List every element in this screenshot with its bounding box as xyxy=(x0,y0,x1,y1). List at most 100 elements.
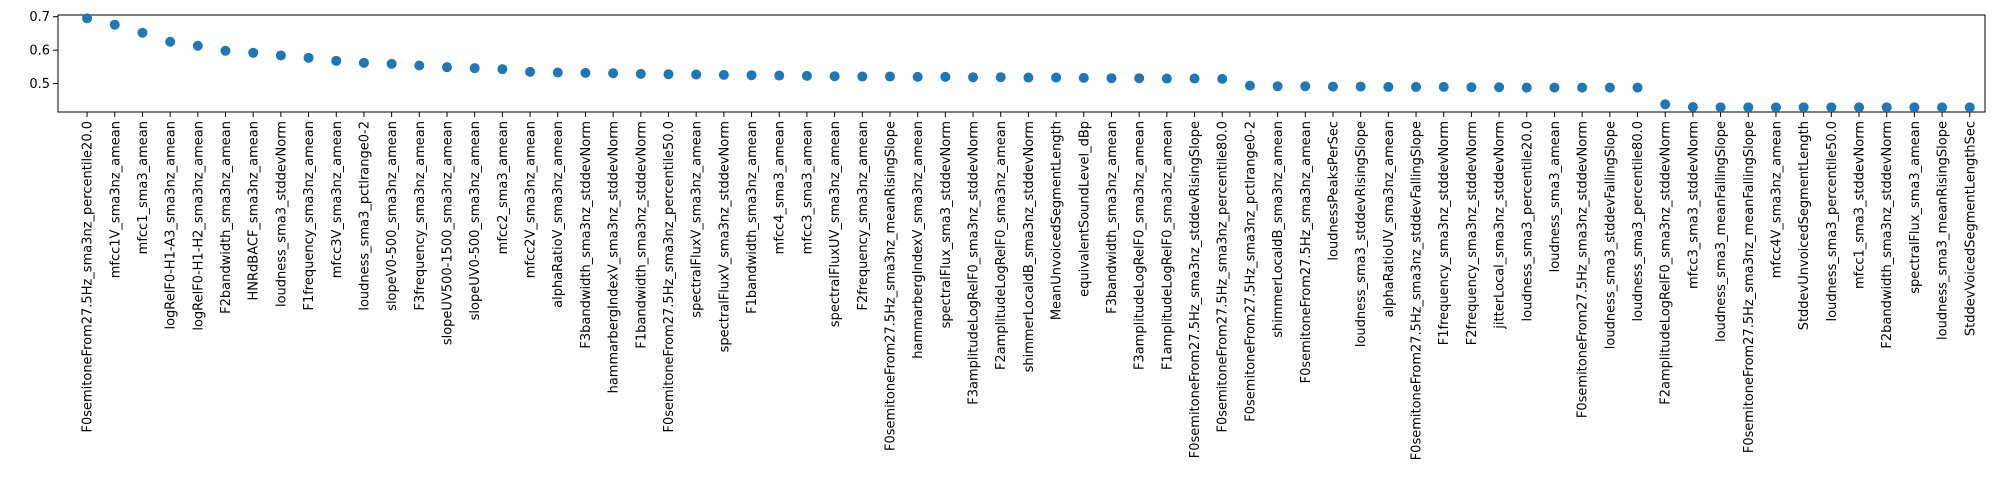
x-tick-label: hammarbergIndexV_sma3nz_stddevNorm xyxy=(607,121,622,393)
x-tick-label: loudness_sma3_pctlrange0-2 xyxy=(357,121,372,311)
data-point xyxy=(331,55,342,66)
data-point xyxy=(303,52,314,63)
data-point xyxy=(1937,102,1948,113)
data-point xyxy=(1798,102,1809,113)
x-tick-label: spectralFluxV_sma3nz_stddevNorm xyxy=(717,121,732,352)
x-tick-label: slopeUV500-1500_sma3nz_amean xyxy=(440,121,455,345)
x-tick-label: spectralFlux_sma3_stddevNorm xyxy=(939,121,954,328)
x-tick-label: StddevVoicedSegmentLengthSec xyxy=(1963,121,1978,336)
x-tick-label: F2bandwidth_sma3nz_stddevNorm xyxy=(1880,121,1895,349)
x-tick-label: F0semitoneFrom27.5Hz_sma3nz_percentile50… xyxy=(662,121,677,433)
data-point xyxy=(552,67,563,78)
data-point xyxy=(1909,102,1920,113)
x-tick-label: hammarbergIndexV_sma3nz_amean xyxy=(911,121,926,359)
x-tick-label: F0semitoneFrom27.5Hz_sma3nz_percentile80… xyxy=(1216,121,1231,433)
data-point xyxy=(248,47,259,58)
x-tick-label: slopeUV0-500_sma3nz_amean xyxy=(468,121,483,320)
x-tick-label: shimmerLocaldB_sma3nz_stddevNorm xyxy=(1022,121,1037,372)
x-tick-label: loudness_sma3_stddevRisingSlope xyxy=(1354,121,1369,347)
data-point xyxy=(1023,72,1034,83)
x-tick-label: F1bandwidth_sma3nz_amean xyxy=(745,121,760,314)
x-tick-label: F2frequency_sma3nz_stddevNorm xyxy=(1465,121,1480,345)
y-axis: 0.5 0.6 0.7 xyxy=(29,10,58,92)
y-tick-label: 0.7 xyxy=(29,10,50,25)
x-tick-label: F3bandwidth_sma3nz_stddevNorm xyxy=(579,121,594,349)
x-tick-label: loudness_sma3_meanFallingSlope xyxy=(1714,121,1729,342)
x-tick-label: mfcc1_sma3_amean xyxy=(136,121,151,254)
data-point xyxy=(469,63,480,74)
x-tick-label: jitterLocal_sma3nz_stddevNorm xyxy=(1493,121,1508,330)
x-tick-label: logRelF0-H1-H2_sma3nz_amean xyxy=(191,121,206,331)
x-tick-label: StddevUnvoicedSegmentLength xyxy=(1797,121,1812,330)
x-tick-label: F1amplitudeLogRelF0_sma3nz_amean xyxy=(1160,121,1175,370)
data-point xyxy=(912,71,923,82)
x-tick-label: mfcc2V_sma3nz_amean xyxy=(524,121,539,278)
data-point xyxy=(1494,82,1505,93)
x-axis: F0semitoneFrom27.5Hz_sma3nz_percentile20… xyxy=(81,112,1978,460)
x-tick-label: mfcc3V_sma3nz_amean xyxy=(330,121,345,278)
data-point xyxy=(1549,82,1560,93)
x-tick-label: MeanUnvoicedSegmentLength xyxy=(1050,121,1065,320)
x-tick-label: alphaRatioV_sma3nz_amean xyxy=(551,121,566,308)
x-tick-label: mfcc2_sma3_amean xyxy=(496,121,511,254)
data-point xyxy=(1687,101,1698,112)
data-point xyxy=(995,72,1006,83)
x-tick-label: mfcc1V_sma3nz_amean xyxy=(108,121,123,278)
data-point xyxy=(691,69,702,80)
data-point xyxy=(1355,81,1366,92)
data-point xyxy=(1770,102,1781,113)
x-tick-label: loudness_sma3_stddevFallingSlope xyxy=(1603,121,1618,349)
x-tick-label: loudness_sma3_percentile50.0 xyxy=(1825,121,1840,321)
x-tick-label: F0semitoneFrom27.5Hz_sma3nz_stddevNorm xyxy=(1576,121,1591,418)
data-point xyxy=(829,71,840,82)
data-point xyxy=(1577,82,1588,93)
data-point xyxy=(1106,73,1117,84)
x-tick-label: loudnessPeaksPerSec xyxy=(1326,121,1341,261)
plot-area xyxy=(57,14,1986,113)
x-tick-label: spectralFlux_sma3_amean xyxy=(1908,121,1923,294)
x-tick-label: loudness_sma3_percentile20.0 xyxy=(1520,121,1535,321)
data-point xyxy=(968,72,979,83)
y-tick-label: 0.5 xyxy=(29,77,50,92)
x-tick-label: F3frequency_sma3nz_amean xyxy=(413,121,428,311)
x-tick-label: F3amplitudeLogRelF0_sma3nz_stddevNorm xyxy=(967,121,982,405)
x-tick-label: spectralFluxV_sma3nz_amean xyxy=(690,121,705,318)
data-point xyxy=(774,70,785,81)
x-tick-label: loudness_sma3_amean xyxy=(1548,121,1563,272)
x-tick-label: F2amplitudeLogRelF0_sma3nz_stddevNorm xyxy=(1659,121,1674,405)
x-tick-label: F0semitoneFrom27.5Hz_sma3nz_stddevFallin… xyxy=(1410,121,1425,460)
x-tick-label: F3amplitudeLogRelF0_sma3nz_amean xyxy=(1133,121,1148,370)
data-point xyxy=(109,19,120,30)
x-tick-label: equivalentSoundLevel_dBp xyxy=(1077,121,1092,297)
x-tick-label: F0semitoneFrom27.5Hz_sma3nz_amean xyxy=(1299,121,1314,383)
data-point xyxy=(1632,82,1643,93)
x-tick-label: F3bandwidth_sma3nz_amean xyxy=(1105,121,1120,314)
data-point xyxy=(1327,81,1338,92)
data-point xyxy=(635,68,646,79)
data-point xyxy=(1521,82,1532,93)
data-point xyxy=(1411,81,1422,92)
data-point xyxy=(1300,81,1311,92)
data-point xyxy=(1383,81,1394,92)
data-point xyxy=(1051,72,1062,83)
data-point xyxy=(1161,73,1172,84)
data-point xyxy=(1881,102,1892,113)
data-point xyxy=(1604,82,1615,93)
x-tick-label: spectralFluxUV_sma3nz_amean xyxy=(828,121,843,327)
data-point xyxy=(414,60,425,71)
data-point xyxy=(441,62,452,73)
data-point xyxy=(386,58,397,69)
x-tick-label: logRelF0-H1-A3_sma3nz_amean xyxy=(164,121,179,330)
x-tick-label: F2bandwidth_sma3nz_amean xyxy=(219,121,234,314)
data-point xyxy=(608,68,619,79)
x-tick-label: loudness_sma3_stddevNorm xyxy=(274,121,289,307)
data-point xyxy=(1078,72,1089,83)
data-point xyxy=(1466,82,1477,93)
x-tick-label: F2amplitudeLogRelF0_sma3nz_amean xyxy=(994,121,1009,370)
data-point xyxy=(82,13,93,24)
x-tick-label: mfcc1_sma3_stddevNorm xyxy=(1853,121,1868,289)
data-point xyxy=(165,36,176,47)
data-point xyxy=(220,45,231,56)
